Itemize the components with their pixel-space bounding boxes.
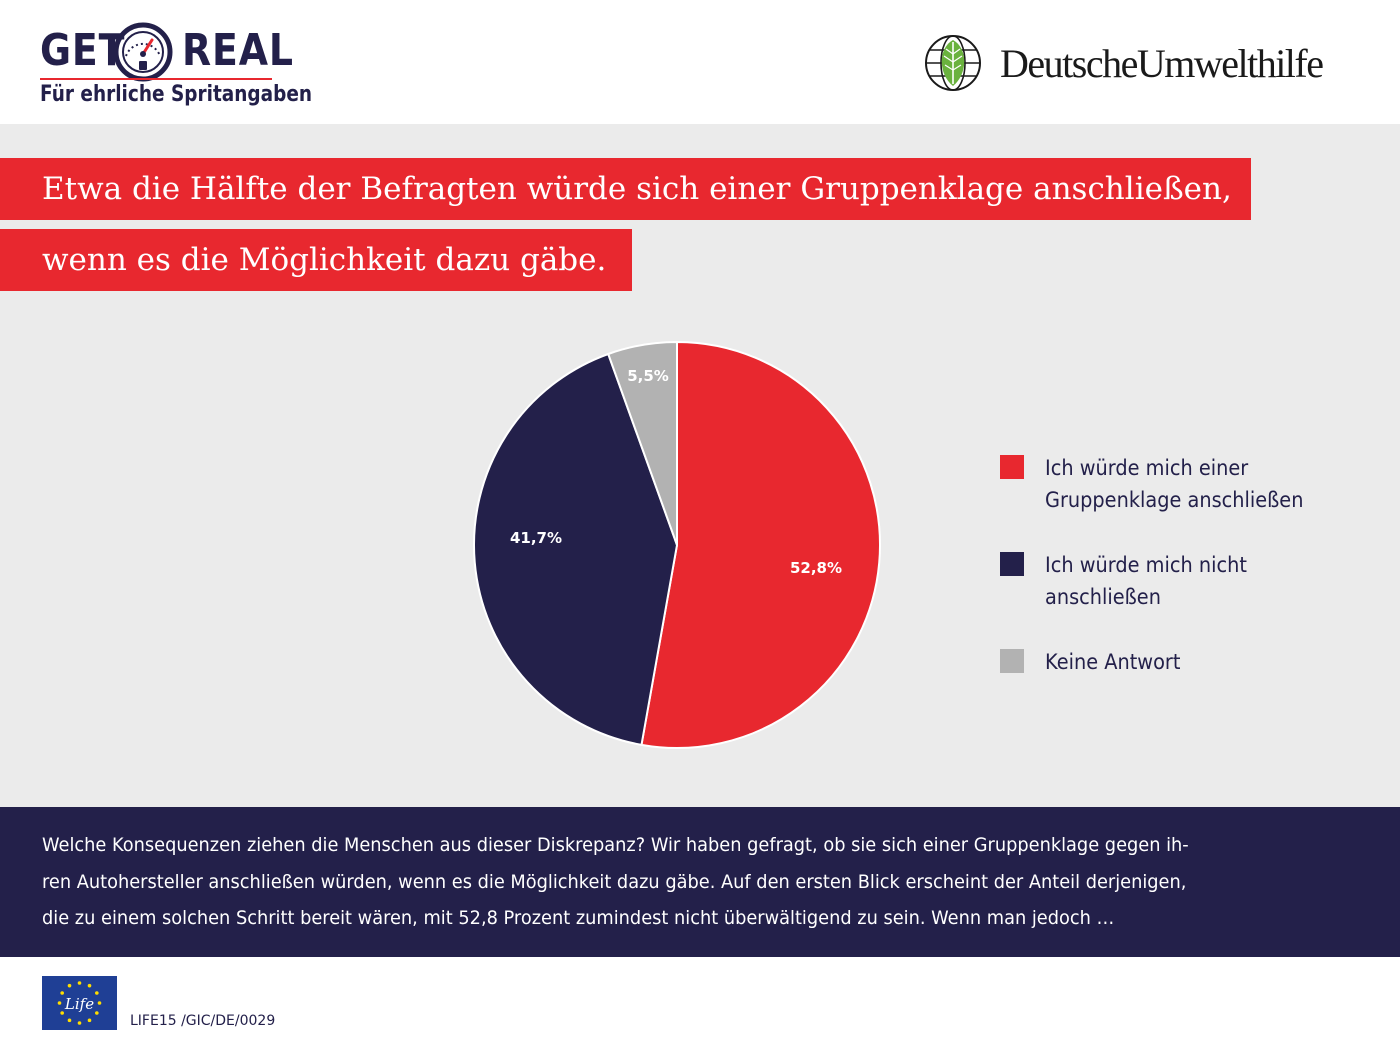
description-line: die zu einem solchen Schritt bereit wäre… bbox=[42, 907, 1115, 929]
pie-slice-label: 41,7% bbox=[510, 529, 562, 547]
eu-star-icon bbox=[77, 981, 82, 985]
pie-slice bbox=[606, 340, 678, 546]
logo-word-get: GET bbox=[40, 25, 126, 76]
eu-star-icon bbox=[95, 991, 99, 995]
logo-word-real: REAL bbox=[182, 25, 294, 76]
legend-label-line: Keine Antwort bbox=[1045, 650, 1181, 674]
legend-swatch-red bbox=[1000, 455, 1024, 479]
legend-label: Ich würde mich einer Gruppenklage anschl… bbox=[1045, 452, 1339, 516]
project-code: LIFE15 /GIC/DE/0029 bbox=[130, 1013, 276, 1029]
legend-swatch-navy bbox=[1000, 552, 1024, 576]
description-panel: Welche Konsequenzen ziehen die Menschen … bbox=[0, 807, 1400, 957]
legend-swatch-grey bbox=[1000, 649, 1024, 673]
chart-panel: Etwa die Hälfte der Befragten würde sich… bbox=[0, 124, 1400, 807]
organization-name: DeutscheUmwelthilfe bbox=[1000, 41, 1324, 86]
logo-tagline: Für ehrliche Spritangaben bbox=[40, 82, 313, 107]
eu-star-icon bbox=[57, 1001, 62, 1005]
legend-label-line: Gruppenklage anschließen bbox=[1045, 488, 1304, 512]
life-logo-text: Life bbox=[64, 995, 94, 1013]
legend-label: Ich würde mich nicht anschließen bbox=[1045, 549, 1339, 613]
eu-star-icon bbox=[87, 1018, 92, 1023]
get-real-logo: GET REAL Für ehrliche Spritangaben bbox=[40, 22, 312, 112]
pie-slice-label: 5,5% bbox=[627, 367, 669, 385]
legend-label-line: anschließen bbox=[1045, 585, 1161, 609]
get-real-wordmark: GET REAL bbox=[40, 22, 293, 82]
eu-star-icon bbox=[97, 1001, 102, 1005]
eu-star-icon bbox=[60, 1011, 64, 1015]
logo-divider bbox=[40, 78, 272, 80]
legend-label-line: Ich würde mich nicht bbox=[1045, 553, 1247, 577]
eu-star-icon bbox=[95, 1011, 99, 1015]
eu-life-logo: Life bbox=[42, 976, 117, 1030]
pie-slice-label: 52,8% bbox=[790, 559, 842, 577]
leaf-globe-icon bbox=[925, 35, 981, 91]
eu-star-icon bbox=[87, 983, 92, 988]
pie-slice bbox=[472, 352, 679, 747]
pie-chart: 52,8% 41,7% 5,5% bbox=[472, 340, 881, 749]
description-line: Welche Konsequenzen ziehen die Menschen … bbox=[42, 834, 1189, 856]
pie-slice bbox=[640, 340, 881, 749]
eu-star-icon bbox=[67, 1018, 72, 1023]
fuel-gauge-icon bbox=[113, 22, 173, 82]
description-text: Welche Konsequenzen ziehen die Menschen … bbox=[42, 827, 1382, 937]
header: GET REAL Für ehrliche Spritangaben bbox=[0, 0, 1400, 124]
footer: Life LIFE15 /GIC/DE/0029 bbox=[0, 957, 1400, 1050]
headline-line-2: wenn es die Möglichkeit dazu gäbe. bbox=[0, 229, 632, 291]
eu-star-icon bbox=[67, 983, 72, 988]
eu-star-icon bbox=[77, 1021, 82, 1025]
legend-label: Keine Antwort bbox=[1045, 646, 1339, 678]
deutsche-umwelthilfe-logo: DeutscheUmwelthilfe bbox=[924, 34, 1364, 92]
eu-star-icon bbox=[60, 991, 64, 995]
legend-label-line: Ich würde mich einer bbox=[1045, 456, 1249, 480]
headline-line-1: Etwa die Hälfte der Befragten würde sich… bbox=[0, 158, 1251, 220]
description-line: ren Autohersteller anschließen würden, w… bbox=[42, 870, 1187, 893]
